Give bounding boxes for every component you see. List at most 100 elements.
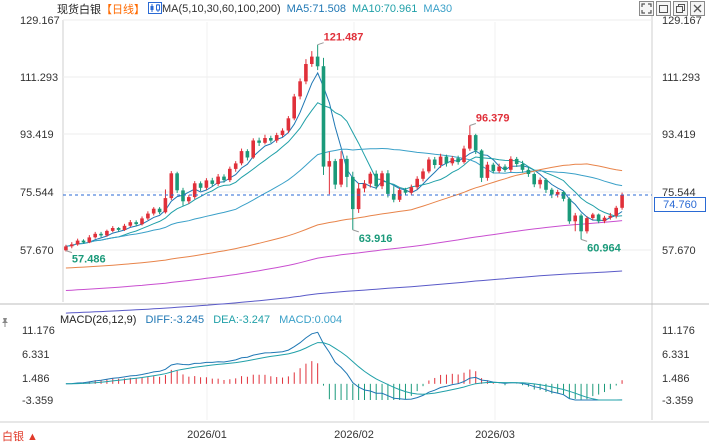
macd-histogram-value: MACD:0.004	[279, 314, 343, 326]
ma200-line	[65, 270, 623, 314]
candle-body	[450, 158, 455, 164]
current-price-tag: 74.760	[654, 197, 706, 212]
time-tick: 2026/03	[475, 429, 515, 441]
candle-body	[520, 164, 525, 170]
candle-body	[602, 217, 607, 222]
candle-body	[204, 180, 209, 188]
fullscreen-icon[interactable]	[639, 1, 654, 16]
candle-body	[526, 169, 531, 174]
candle-body	[479, 150, 484, 178]
annotation-pointer	[469, 123, 477, 126]
candle-body	[163, 198, 168, 213]
chart-toolbar: 现货白银 【日线】 MA(5,10,30,60,100,200) MA5:71.…	[0, 0, 709, 18]
annotation-label: 63.916	[359, 233, 393, 245]
candle-body	[257, 140, 261, 143]
candle-body	[333, 161, 337, 185]
candle-body	[432, 159, 437, 165]
annotation-pointer	[580, 238, 588, 242]
candle-body	[532, 174, 536, 185]
ma-settings-label[interactable]: MA(5,10,30,60,100,200)	[162, 3, 281, 15]
candle-body	[222, 176, 226, 181]
candle-body	[550, 189, 554, 195]
candle-body	[345, 158, 349, 177]
candle-body	[585, 218, 589, 232]
candle-body	[263, 138, 267, 143]
annotation-pointer	[65, 250, 73, 254]
candle-body	[181, 190, 185, 202]
macd-diff-value: DIFF:-3.245	[145, 314, 205, 326]
candle-body	[146, 213, 150, 219]
candlestick-series	[63, 44, 652, 252]
candle-body	[210, 180, 215, 184]
right-price-tick: 75.544	[662, 187, 696, 199]
candle-body	[503, 166, 507, 170]
period-selector[interactable]: 【日线】	[101, 4, 145, 16]
restore-icon[interactable]	[673, 1, 688, 16]
candle-body	[544, 179, 548, 190]
candle-body	[75, 240, 80, 245]
candle-body	[356, 188, 361, 210]
window-controls	[639, 1, 705, 16]
ma5-value: MA5:71.508	[286, 3, 346, 15]
candle-body	[327, 161, 332, 167]
candle-body	[315, 56, 320, 67]
candle-body	[362, 183, 367, 189]
candle-body	[485, 164, 490, 178]
right-price-tick: 129.167	[662, 15, 702, 27]
right-macd-tick: 6.331	[662, 349, 690, 361]
candle-body	[292, 96, 296, 119]
left-price-tick: 75.544	[20, 187, 54, 199]
candle-body	[351, 176, 355, 210]
candle-body	[620, 194, 624, 208]
candle-body	[514, 158, 519, 164]
annotation-label: 57.486	[72, 254, 106, 266]
candle-body	[614, 207, 618, 216]
pin-icon[interactable]	[0, 314, 10, 327]
price-annotations: 121.487 96.379 63.916 57.486 60.964	[65, 32, 622, 266]
candle-body	[567, 198, 572, 222]
candle-body	[64, 246, 68, 251]
left-price-tick: 93.419	[20, 129, 54, 141]
candle-body	[116, 228, 121, 230]
annotation-pointer	[352, 229, 359, 233]
candle-body	[280, 130, 285, 136]
candle-body	[128, 222, 133, 226]
candle-body	[310, 56, 314, 64]
macd-title[interactable]: MACD(26,12,9)	[60, 314, 137, 326]
candle-body	[216, 176, 220, 184]
candle-body	[321, 66, 326, 167]
candle-body	[497, 166, 501, 172]
candle-body	[444, 156, 449, 164]
ma100-line	[65, 220, 623, 291]
candle-body	[473, 135, 478, 151]
window-icon[interactable]	[656, 1, 671, 16]
candle-body	[456, 158, 460, 163]
instrument-name[interactable]: 现货白银	[57, 4, 101, 16]
ma10-line	[65, 102, 623, 247]
candle-body	[81, 240, 86, 243]
candle-body	[134, 222, 138, 225]
annotation-pointer	[317, 42, 324, 46]
moving-average-lines	[65, 71, 623, 314]
candle-body	[391, 193, 396, 200]
candle-body	[239, 151, 244, 164]
candle-body	[169, 173, 174, 199]
candle-body	[509, 158, 513, 170]
candle-body	[122, 225, 127, 230]
candle-body	[304, 64, 308, 82]
candle-body	[157, 208, 162, 213]
chart-grid	[0, 8, 709, 423]
left-price-tick: 129.167	[20, 15, 60, 27]
candle-body	[140, 218, 144, 225]
candle-body	[99, 233, 103, 236]
macd-dea-value: DEA:-3.247	[213, 314, 271, 326]
right-macd-tick: 1.486	[662, 373, 690, 385]
right-price-tick: 57.670	[662, 245, 696, 257]
candle-body	[110, 228, 115, 231]
candlestick-icon[interactable]	[148, 1, 162, 17]
candle-body	[87, 237, 92, 243]
candle-body	[591, 214, 595, 218]
candle-body	[269, 138, 273, 141]
close-icon[interactable]	[690, 1, 705, 16]
candle-body	[386, 173, 390, 194]
